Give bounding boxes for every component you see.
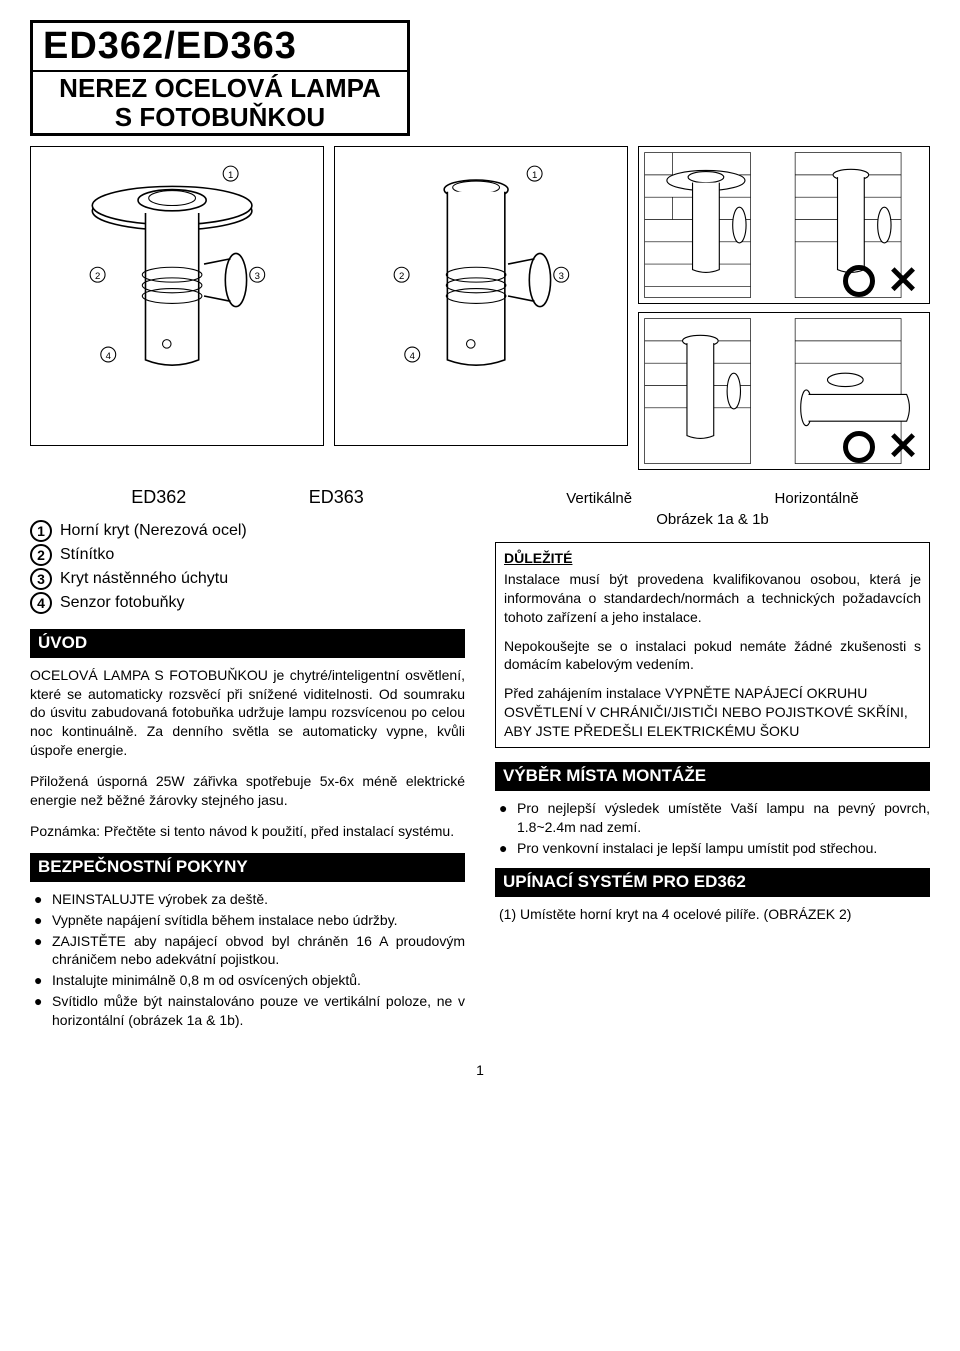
title-main: ED362/ED363 — [33, 23, 407, 70]
ok-icon — [843, 431, 875, 463]
section-bezpecnost: BEZPEČNOSTNÍ POKYNY — [30, 853, 465, 882]
upinaci-text: (1) Umístěte horní kryt na 4 ocelové pil… — [495, 905, 930, 924]
not-ok-icon: ✕ — [887, 431, 919, 463]
part-item: 4Senzor fotobuňky — [30, 592, 465, 614]
lamp-diagram-ed363: 1 2 3 4 — [375, 147, 588, 445]
safety-item: ZAJISTĚTE aby napájecí obvod byl chráněn… — [30, 932, 465, 970]
vyber-item: Pro venkovní instalaci je lepší lampu um… — [495, 839, 930, 858]
vyber-item: Pro nejlepší výsledek umístěte Vaší lamp… — [495, 799, 930, 837]
ok-icon — [843, 265, 875, 297]
part-item: 2Stínítko — [30, 544, 465, 566]
safety-item: NEINSTALUJTE výrobek za deště. — [30, 890, 465, 909]
section-upinaci: UPÍNACÍ SYSTÉM PRO ED362 — [495, 868, 930, 897]
diagram-horizontal-mount: ✕ — [638, 312, 930, 470]
body-columns: ED362 ED363 1Horní kryt (Nerezová ocel) … — [30, 485, 930, 1032]
page-number: 1 — [30, 1062, 930, 1078]
orientation-labels: Vertikálně Horizontálně — [495, 489, 930, 509]
svg-text:4: 4 — [105, 351, 111, 362]
svg-text:4: 4 — [409, 351, 415, 362]
orient-horiz: Horizontálně — [775, 489, 859, 509]
parts-list: 1Horní kryt (Nerezová ocel) 2Stínítko 3K… — [30, 520, 465, 614]
section-vyber: VÝBĚR MÍSTA MONTÁŽE — [495, 762, 930, 791]
svg-text:2: 2 — [399, 271, 404, 282]
svg-text:1: 1 — [228, 170, 233, 181]
orient-vert: Vertikálně — [566, 489, 632, 509]
diagram-vertical-mount: ✕ — [638, 146, 930, 304]
orientation-caption: Obrázek 1a & 1b — [495, 510, 930, 530]
important-header: DŮLEŽITÉ — [504, 549, 921, 568]
safety-item: Svítidlo může být nainstalováno pouze ve… — [30, 992, 465, 1030]
model-left: ED362 — [131, 485, 186, 509]
diagram-row: 1 2 3 4 1 2 3 4 — [30, 146, 930, 470]
model-labels: ED362 ED363 — [30, 485, 465, 509]
title-box: ED362/ED363 NEREZ OCELOVÁ LAMPA S FOTOBU… — [30, 20, 410, 136]
section-uvod: ÚVOD — [30, 629, 465, 658]
left-column: ED362 ED363 1Horní kryt (Nerezová ocel) … — [30, 485, 465, 1032]
important-p1: Instalace musí být provedena kvalifikova… — [504, 570, 921, 627]
model-right: ED363 — [309, 485, 364, 509]
important-box: DŮLEŽITÉ Instalace musí být provedena kv… — [495, 542, 930, 748]
uvod-p3: Poznámka: Přečtěte si tento návod k použ… — [30, 822, 465, 841]
diagram-ed363: 1 2 3 4 — [334, 146, 628, 446]
safety-list: NEINSTALUJTE výrobek za deště. Vypněte n… — [30, 890, 465, 1030]
important-p3: Před zahájením instalace VYPNĚTE NAPÁJEC… — [504, 684, 921, 741]
symbol-row-top: ✕ — [843, 265, 919, 297]
uvod-p1: OCELOVÁ LAMPA S FOTOBUŇKOU je chytré/int… — [30, 666, 465, 760]
part-item: 1Horní kryt (Nerezová ocel) — [30, 520, 465, 542]
diagram-ed362: 1 2 3 4 — [30, 146, 324, 446]
svg-text:1: 1 — [532, 170, 537, 181]
vyber-list: Pro nejlepší výsledek umístěte Vaší lamp… — [495, 799, 930, 858]
uvod-p2: Přiložená úsporná 25W zářivka spotřebuje… — [30, 772, 465, 810]
svg-text:3: 3 — [558, 271, 563, 282]
svg-text:2: 2 — [95, 271, 100, 282]
title-subtitle: NEREZ OCELOVÁ LAMPA S FOTOBUŇKOU — [33, 70, 407, 133]
svg-text:3: 3 — [254, 271, 259, 282]
safety-item: Vypněte napájení svítidla během instalac… — [30, 911, 465, 930]
right-column: Vertikálně Horizontálně Obrázek 1a & 1b … — [495, 485, 930, 1032]
lamp-diagram-ed362: 1 2 3 4 — [71, 147, 284, 445]
symbol-row-bottom: ✕ — [843, 431, 919, 463]
not-ok-icon: ✕ — [887, 265, 919, 297]
safety-item: Instalujte minimálně 0,8 m od osvícených… — [30, 971, 465, 990]
part-item: 3Kryt nástěnného úchytu — [30, 568, 465, 590]
important-p2: Nepokoušejte se o instalaci pokud nemáte… — [504, 637, 921, 675]
